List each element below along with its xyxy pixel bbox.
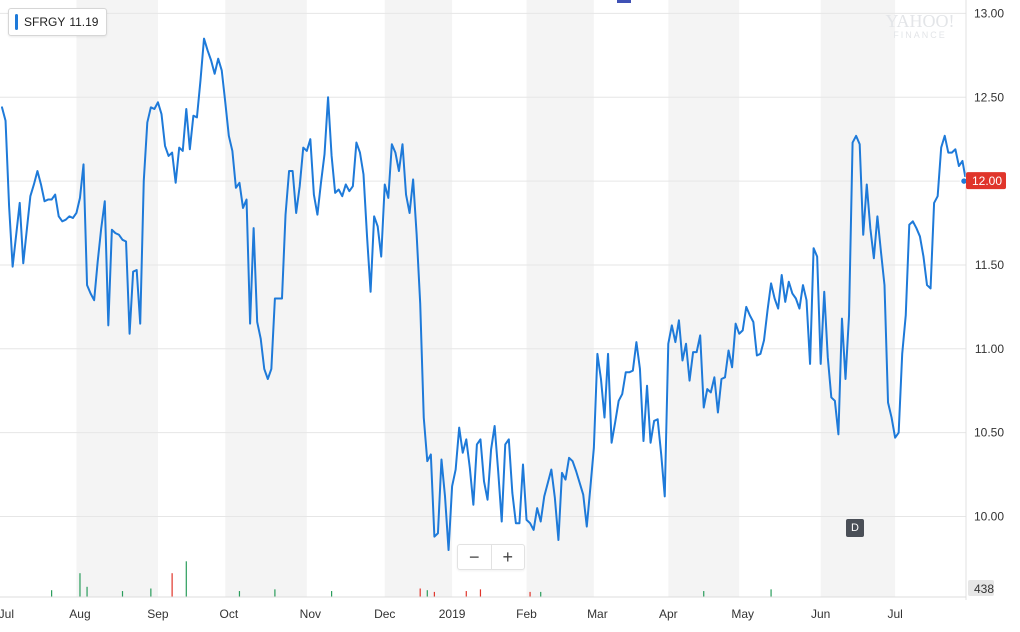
ticker-symbol: SFRGY: [24, 15, 66, 29]
volume-bars: [51, 561, 772, 597]
x-tick-label: Mar: [587, 607, 608, 621]
zoom-in-button[interactable]: +: [490, 545, 525, 569]
price-line: [1, 37, 967, 552]
y-axis-labels: 13.00 12.50 12.00 11.50 11.00 10.50 10.00: [974, 6, 1004, 523]
volume-bar: [238, 591, 241, 597]
month-band: [76, 0, 158, 597]
volume-label: 438: [974, 582, 994, 596]
volume-bar: [433, 591, 435, 597]
top-range-marker[interactable]: [617, 0, 631, 3]
y-tick-label: 13.00: [974, 6, 1004, 20]
month-band: [820, 0, 896, 597]
zoom-out-button[interactable]: −: [468, 546, 480, 567]
series-color-swatch: [15, 14, 18, 30]
volume-label-badge: 438: [968, 580, 994, 596]
logo-sub-text: FINANCE: [893, 30, 947, 40]
x-tick-label: Oct: [219, 607, 238, 621]
current-price-label: 12.00: [972, 174, 1002, 188]
current-price-marker: 12.00: [959, 172, 1006, 190]
x-axis-labels: Jul Aug Sep Oct Nov Dec 2019 Feb Mar Apr May Jun Jul: [0, 607, 903, 621]
volume-bar: [419, 588, 421, 597]
month-band: [384, 0, 453, 597]
horizontal-gridlines: [0, 12, 966, 518]
ticker-legend[interactable]: SFRGY 11.19: [8, 8, 108, 36]
volume-bar: [79, 573, 81, 597]
volume-bar: [465, 591, 467, 597]
x-tick-label: Feb: [516, 607, 537, 621]
volume-bar: [121, 591, 124, 597]
current-price-badge: [966, 172, 1006, 190]
y-tick-label: 10.50: [974, 426, 1004, 440]
x-tick-label: Jul: [0, 607, 14, 621]
x-tick-label: May: [731, 607, 754, 621]
zoom-controls: − +: [457, 544, 525, 570]
volume-bar: [171, 573, 173, 597]
price-series: [1, 37, 967, 552]
y-tick-label: 10.00: [974, 510, 1004, 524]
volume-bar: [150, 588, 152, 597]
month-band: [668, 0, 740, 597]
volume-bar: [770, 589, 772, 597]
month-band: [225, 0, 307, 597]
y-tick-label: 11.00: [975, 342, 1004, 356]
x-tick-label: Apr: [659, 607, 678, 621]
x-tick-label: Nov: [300, 607, 321, 621]
x-tick-label: Jun: [811, 607, 830, 621]
dividend-badge[interactable]: D: [846, 519, 864, 537]
volume-bar: [540, 591, 542, 597]
ticker-value: 11.19: [69, 15, 99, 29]
x-tick-label: Sep: [147, 607, 169, 621]
volume-bar: [426, 590, 428, 597]
month-bands: [76, 0, 896, 597]
x-tick-label: 2019: [439, 607, 466, 621]
y-tick-label: 12.50: [974, 90, 1004, 104]
x-tick-label: Aug: [69, 607, 90, 621]
volume-bar: [479, 589, 482, 597]
volume-bar: [185, 561, 187, 597]
y-tick-label: 11.50: [975, 258, 1004, 272]
volume-bar: [51, 590, 53, 597]
volume-bar: [529, 591, 531, 597]
volume-bar: [86, 586, 88, 597]
x-tick-label: Dec: [374, 607, 395, 621]
x-tick-label: Jul: [887, 607, 902, 621]
logo-main-text: YAHOO!: [885, 11, 955, 31]
volume-bar: [703, 591, 705, 597]
yahoo-finance-logo: YAHOO! FINANCE: [878, 12, 962, 40]
volume-bar: [331, 591, 333, 597]
volume-bar: [274, 589, 276, 597]
